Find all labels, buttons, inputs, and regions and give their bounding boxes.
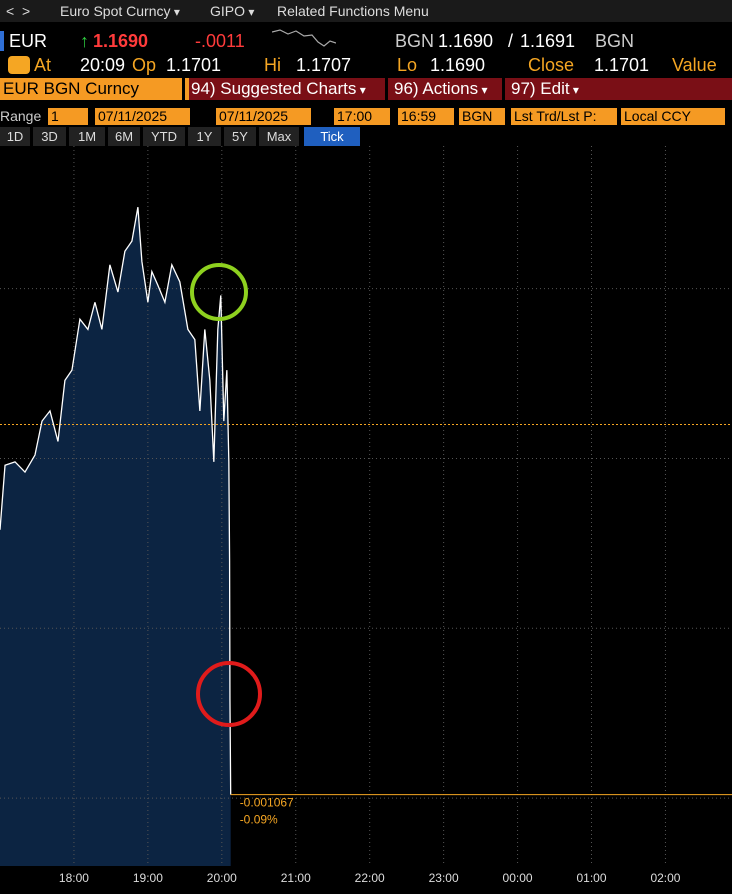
period-button[interactable]: YTD xyxy=(143,127,185,146)
x-tick-label: 00:00 xyxy=(503,871,533,885)
x-tick-label: 02:00 xyxy=(650,871,680,885)
highlight-circle xyxy=(196,661,262,727)
last-price: 1.1690 xyxy=(93,31,149,51)
period-button[interactable]: 1M xyxy=(69,127,105,146)
bid: 1.1690 xyxy=(438,31,494,51)
x-tick-label: 18:00 xyxy=(59,871,89,885)
source: BGN xyxy=(595,31,635,51)
input-field[interactable]: Lst Trd/Lst P: xyxy=(511,108,617,125)
net-change: -.0011 xyxy=(195,31,245,51)
input-field[interactable]: 16:59 xyxy=(398,108,454,125)
stat-value: 20:09 xyxy=(80,55,126,75)
menu-item[interactable]: 97) Edit xyxy=(502,78,585,100)
marker xyxy=(0,31,4,51)
change-label: -0.09% xyxy=(240,813,278,827)
highlight-circle xyxy=(190,263,248,321)
input-field[interactable]: 17:00 xyxy=(334,108,390,125)
stat-value: 1.1701 xyxy=(594,55,650,75)
x-tick-label: 01:00 xyxy=(576,871,606,885)
range-label: Range xyxy=(0,108,42,124)
input-field[interactable]: 1 xyxy=(48,108,88,125)
x-tick-label: 23:00 xyxy=(429,871,459,885)
stat-value: 1.1707 xyxy=(296,55,352,75)
input-field[interactable]: Local CCY xyxy=(621,108,725,125)
input-field[interactable]: 07/11/2025 xyxy=(95,108,190,125)
source: BGN xyxy=(395,31,435,51)
input-field[interactable]: BGN xyxy=(459,108,505,125)
stat-label: At xyxy=(34,55,52,75)
x-tick-label: 20:00 xyxy=(207,871,237,885)
stat-value: 1.1701 xyxy=(166,55,222,75)
price-line xyxy=(0,207,232,795)
stat-value: 1.1690 xyxy=(430,55,486,75)
x-tick-label: 19:00 xyxy=(133,871,163,885)
stat-label: Lo xyxy=(397,55,418,75)
area-fill xyxy=(0,207,231,866)
menu-item[interactable]: 96) Actions xyxy=(385,78,493,100)
function-menu[interactable]: GIPO xyxy=(210,3,254,19)
period-button[interactable]: 6M xyxy=(108,127,140,146)
input-field[interactable]: 07/11/2025 xyxy=(216,108,311,125)
x-tick-label: 22:00 xyxy=(355,871,385,885)
change-label: -0.001067 xyxy=(240,796,294,810)
up-arrow: ↑ xyxy=(80,31,89,51)
related-menu[interactable]: Related Functions Menu xyxy=(277,3,429,19)
menu-bar: EUR BGN Curncy 94) Suggested Charts 96) … xyxy=(0,78,732,100)
stat-label: Value xyxy=(672,55,717,75)
period-button[interactable]: 3D xyxy=(33,127,66,146)
stat-label: Op xyxy=(132,55,157,75)
period-button[interactable]: 5Y xyxy=(224,127,256,146)
period-button[interactable]: 1D xyxy=(0,127,30,146)
ticker: EUR xyxy=(9,31,48,51)
period-button[interactable]: Tick xyxy=(304,127,360,146)
slash: / xyxy=(508,31,514,51)
chart: -0.001067 -0.09% 18:00 19:00 20:00 21:00 22:00… xyxy=(0,146,732,885)
security-menu[interactable]: Euro Spot Curncy xyxy=(60,3,180,19)
period-button[interactable]: Max xyxy=(259,127,299,146)
sparkline xyxy=(272,29,336,47)
x-tick-label: 21:00 xyxy=(281,871,311,885)
period-button[interactable]: 1Y xyxy=(188,127,221,146)
alert-icon[interactable] xyxy=(8,56,30,74)
stat-label: Hi xyxy=(264,55,281,75)
ask: 1.1691 xyxy=(520,31,576,51)
stat-label: Close xyxy=(528,55,575,75)
nav-arrows[interactable]: < > xyxy=(6,3,31,19)
toolbar: < > Euro Spot Curncy GIPO Related Functi… xyxy=(0,0,732,22)
security-label: EUR BGN Curncy xyxy=(0,78,189,100)
menu-item[interactable]: 94) Suggested Charts xyxy=(182,78,372,100)
